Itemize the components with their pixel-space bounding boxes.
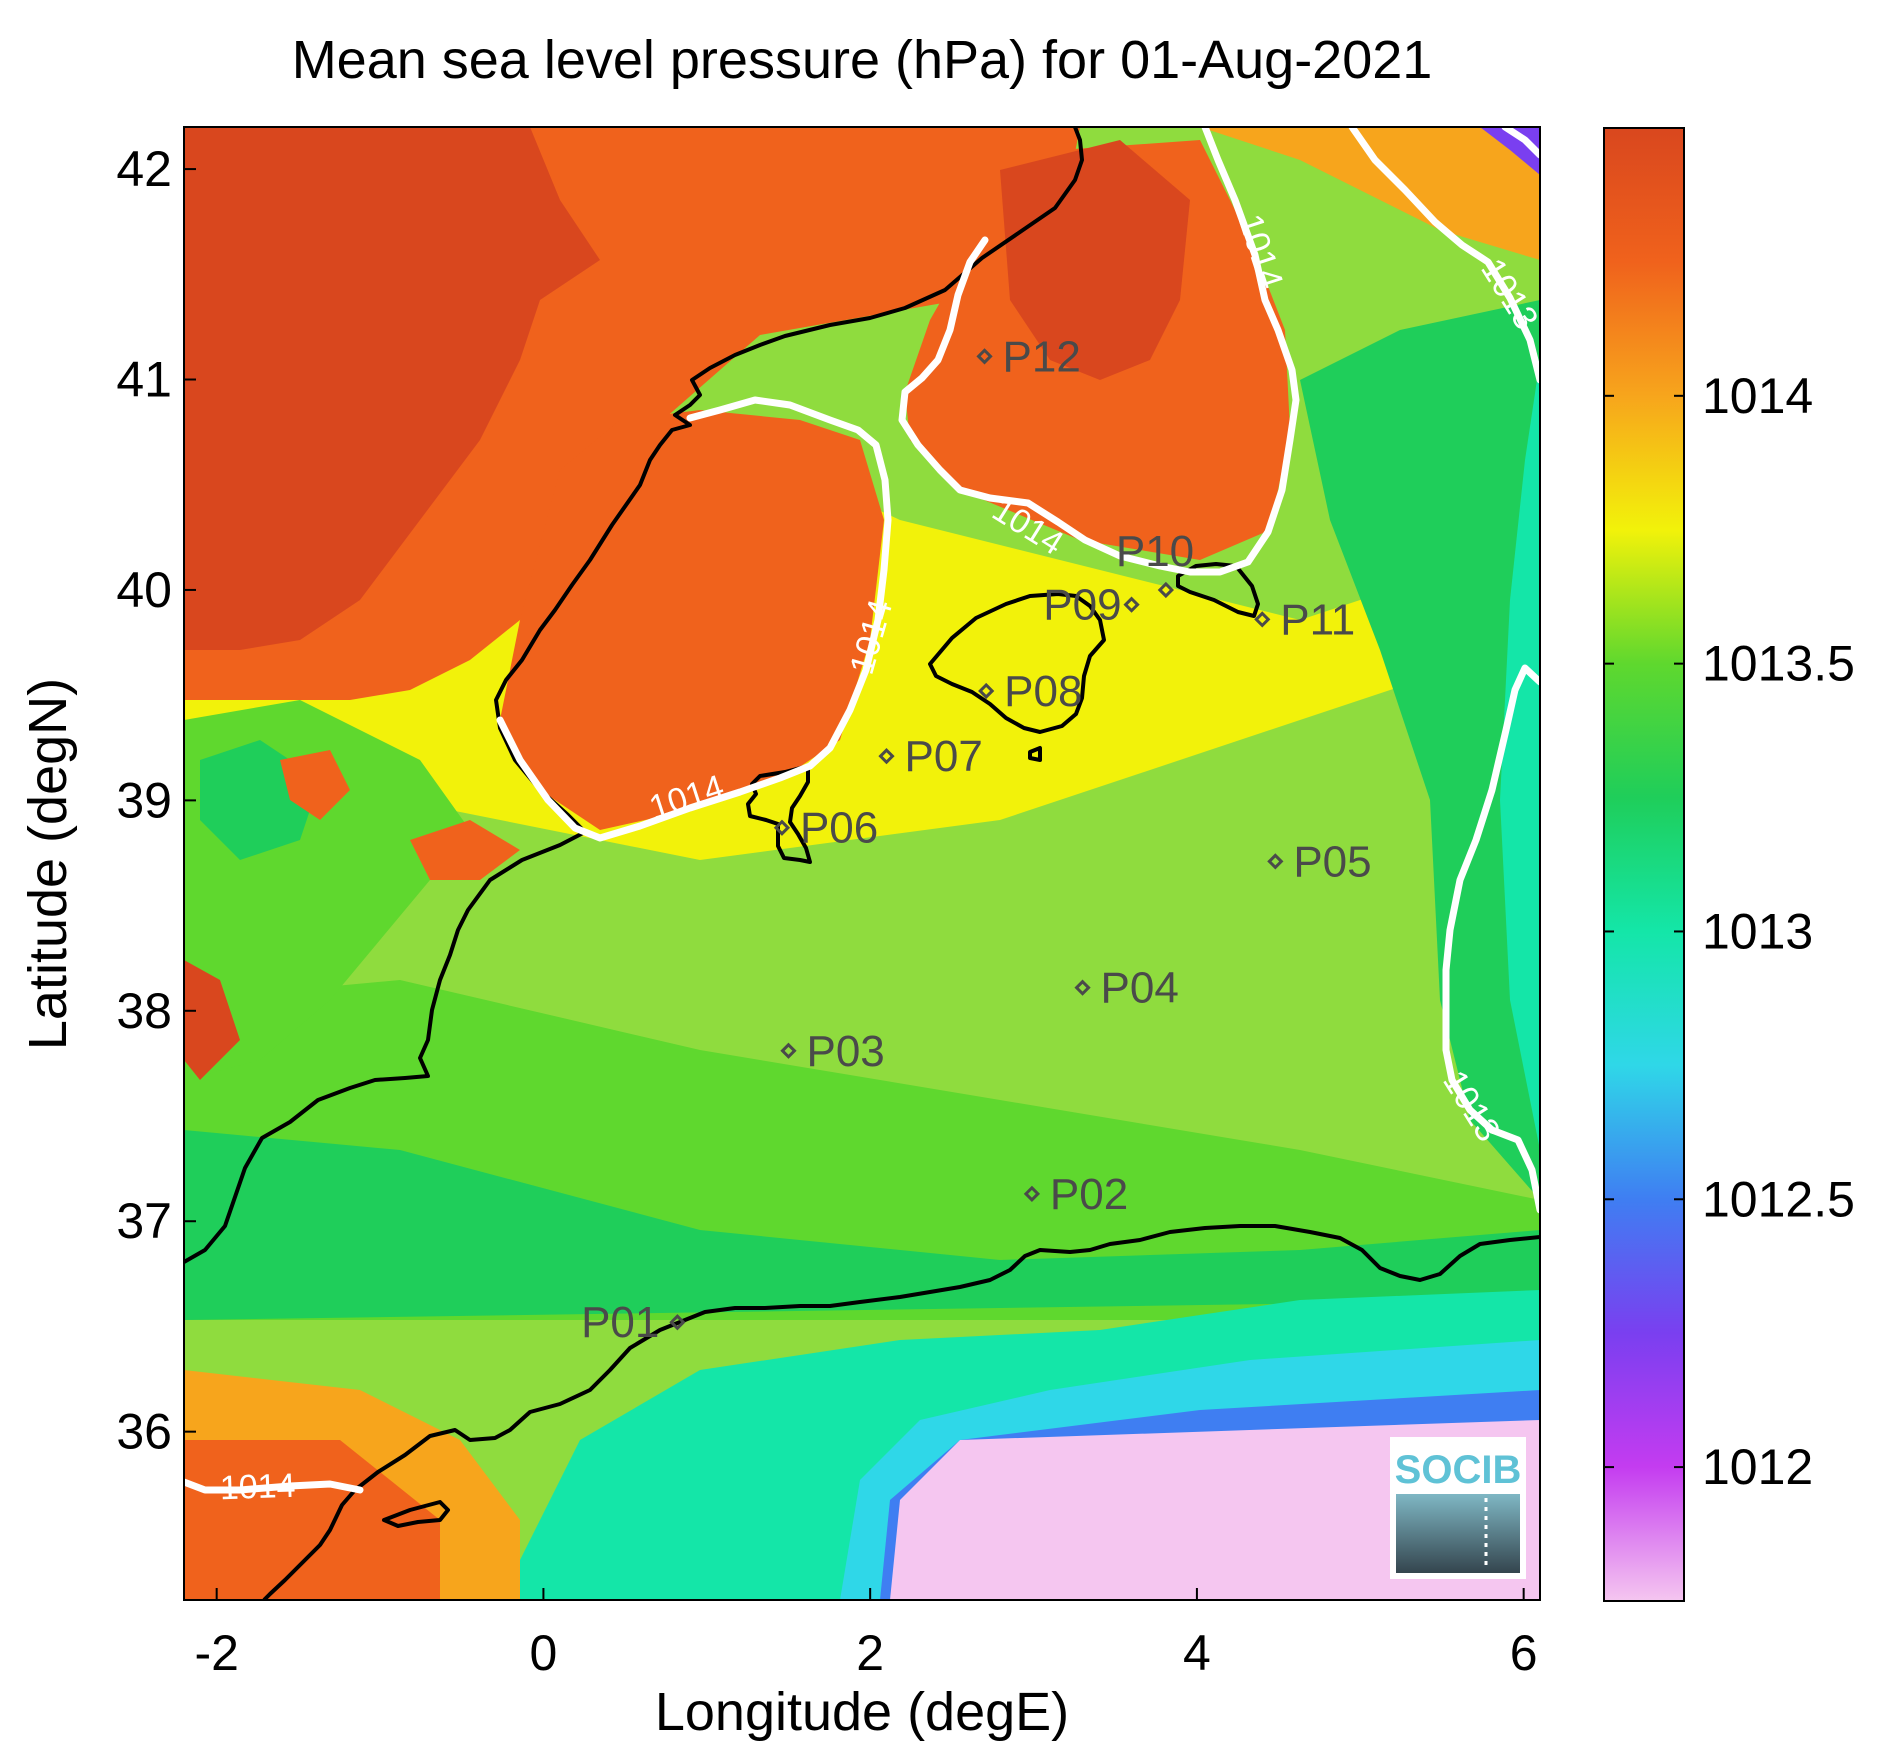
coastline-menorca	[1176, 562, 1260, 618]
contour-1014-corner	[1501, 127, 1540, 159]
station-marker	[780, 1042, 797, 1059]
pressure-region	[1000, 140, 1190, 380]
contour-label: 1014	[219, 1467, 296, 1508]
socib-logo: SOCIB	[1390, 1437, 1526, 1579]
pressure-region	[1300, 300, 1540, 1200]
station-label: P02	[1050, 1170, 1128, 1219]
colorbar-tick-label: 1014	[1702, 368, 1813, 424]
station-label: P11	[1280, 595, 1355, 644]
station-marker	[1157, 581, 1174, 599]
y-tick-label: 38	[116, 983, 172, 1039]
pressure-field	[184, 127, 1540, 1600]
pressure-region	[184, 1130, 1540, 1320]
y-tick-label: 42	[116, 141, 172, 197]
station-marker	[978, 682, 995, 700]
pressure-region	[184, 127, 600, 650]
coastline-north-africa	[262, 1224, 1540, 1600]
y-axis: 36 37 38 39 40 41 42	[116, 141, 196, 1460]
coastlines	[184, 127, 1540, 1600]
x-tick-label: 2	[856, 1625, 884, 1681]
contour-1013-east	[1442, 664, 1540, 1214]
coastline-iberia	[184, 127, 1084, 1264]
station-label: P10	[1116, 527, 1194, 576]
station-marker	[1267, 853, 1284, 870]
y-tick-label: 36	[116, 1404, 172, 1460]
contour-1014-catalan	[496, 396, 892, 842]
y-tick-label: 37	[116, 1193, 172, 1249]
contour-1013-northeast	[1348, 127, 1540, 384]
logo-text: SOCIB	[1395, 1448, 1522, 1492]
x-tick-label: 6	[1510, 1625, 1538, 1681]
station-markers: P01 P02 P03 P04 P05 P06 P07 P08 P09 P10 P11 P12	[581, 332, 1372, 1347]
coastline-mallorca	[928, 592, 1106, 734]
x-tick-label: 0	[530, 1625, 558, 1681]
pressure-region	[1500, 360, 1540, 1150]
station-marker	[1123, 596, 1140, 613]
station-label: P04	[1101, 964, 1179, 1013]
station-label: P12	[1003, 332, 1081, 381]
x-axis-label: Longitude (degE)	[655, 1682, 1069, 1742]
map-title: Mean sea level pressure (hPa) for 01-Aug…	[292, 30, 1433, 90]
pressure-region	[410, 820, 520, 880]
pressure-region	[890, 1420, 1540, 1600]
station-label: P07	[905, 732, 983, 781]
y-tick-label: 39	[116, 772, 172, 828]
contour-1014-south	[184, 1478, 364, 1494]
colorbar-tick-label: 1012.5	[1702, 1171, 1855, 1227]
pressure-region	[184, 960, 240, 1080]
y-tick-label: 40	[116, 562, 172, 618]
colorbar-ticks: 1012 1012.5 1013 1013.5 1014	[1604, 368, 1855, 1495]
station-label: P01	[581, 1298, 659, 1347]
colorbar-tick-label: 1013.5	[1702, 636, 1855, 692]
x-tick-label: -2	[194, 1625, 238, 1681]
station-marker	[976, 348, 993, 365]
station-marker	[1254, 611, 1271, 628]
station-marker	[1074, 979, 1091, 996]
station-marker	[878, 748, 895, 765]
station-label: P03	[806, 1027, 884, 1076]
x-tick-label: 4	[1183, 1625, 1211, 1681]
station-marker	[669, 1314, 686, 1331]
colorbar-tick-label: 1012	[1702, 1439, 1813, 1495]
map-frame	[183, 126, 1541, 1601]
x-axis: -2 0 2 4 6	[194, 1588, 1538, 1681]
coastline-cabrera	[1028, 746, 1042, 762]
pressure-region	[184, 1370, 520, 1600]
station-marker	[1023, 1185, 1041, 1202]
coastline-alboran-islet	[382, 1500, 450, 1528]
contour-lines	[184, 127, 1540, 1494]
station-marker	[773, 819, 791, 836]
station-label: P09	[1043, 581, 1121, 630]
station-label: P05	[1293, 837, 1371, 886]
station-label: P06	[800, 804, 878, 853]
colorbar: 1012 1012.5 1013 1013.5 1014	[1603, 127, 1855, 1602]
y-axis-label: Latitude (degN)	[18, 678, 78, 1050]
y-tick-label: 41	[116, 352, 172, 408]
pressure-region	[500, 410, 884, 830]
colorbar-gradient	[1603, 127, 1685, 1602]
map-panel: 1014 1014 1014 1014 1014 1013 1013 P01P0…	[184, 127, 1540, 1600]
contour-1014-north	[898, 127, 1300, 576]
pressure-region	[280, 750, 350, 820]
station-label: P08	[1004, 667, 1082, 716]
pressure-region	[184, 127, 1540, 260]
colorbar-tick-label: 1013	[1702, 903, 1813, 959]
